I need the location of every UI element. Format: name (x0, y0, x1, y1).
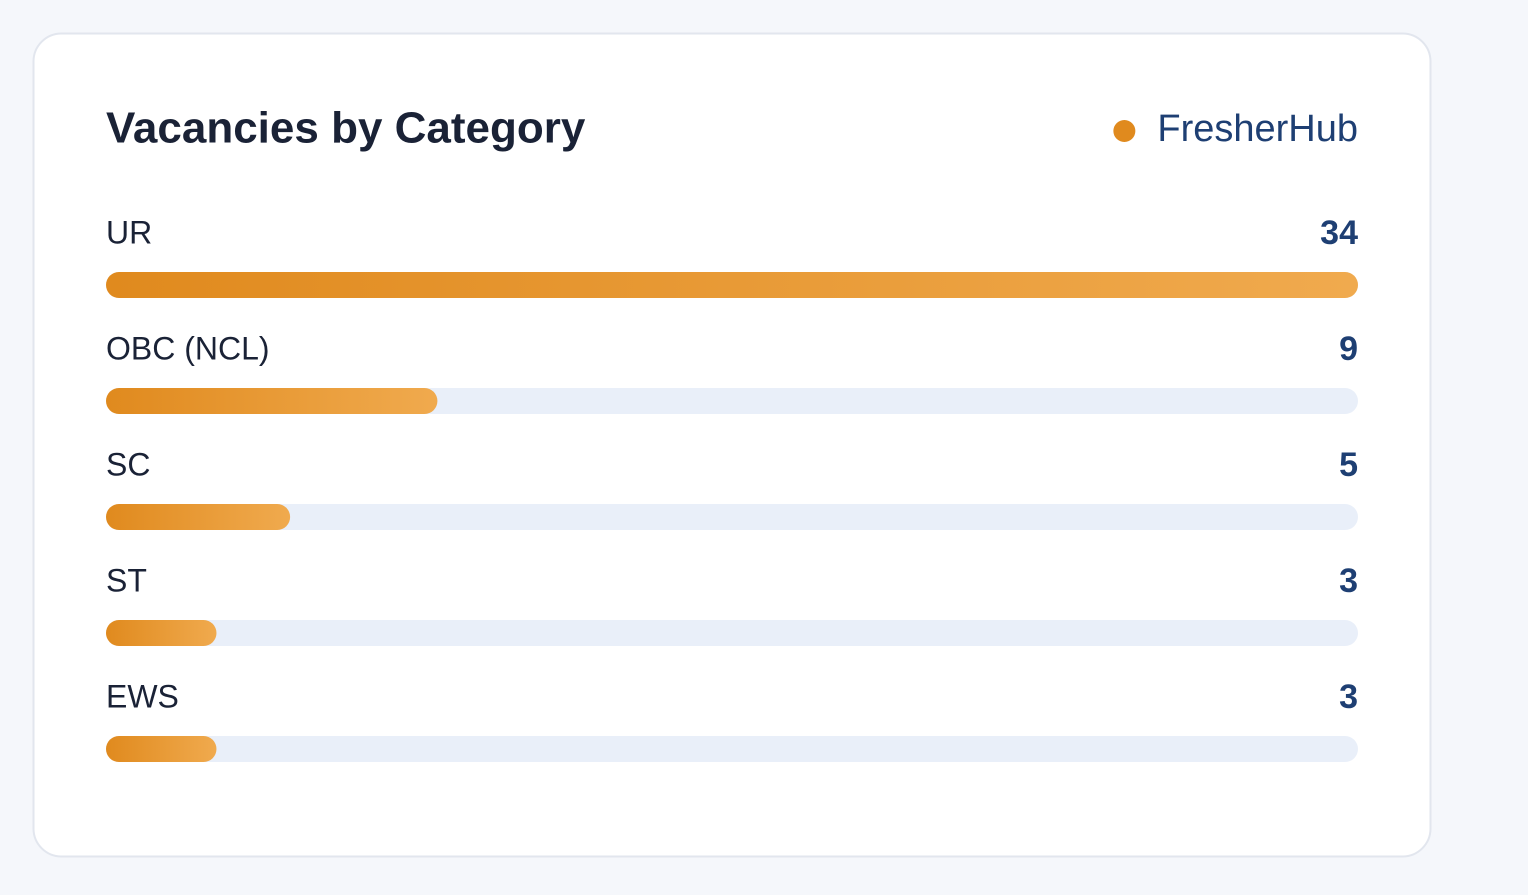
card (32, 32, 1432, 858)
category-label: SC (106, 446, 150, 482)
value-label: 34 (1320, 214, 1358, 252)
value-label: 9 (1339, 330, 1358, 368)
value-label: 5 (1339, 446, 1358, 484)
legend-marker (1113, 120, 1136, 142)
bar-track (106, 736, 1358, 762)
bar (106, 620, 217, 646)
category-label: ST (106, 562, 147, 598)
bar (106, 272, 1358, 298)
value-label: 3 (1339, 562, 1358, 600)
bar-track (106, 620, 1358, 646)
bar-track (106, 504, 1358, 530)
bar (106, 736, 217, 762)
bar (106, 504, 291, 530)
chart-title: Vacancies by Category (106, 104, 586, 153)
value-label: 3 (1339, 678, 1358, 716)
legend-label: FresherHub (1157, 108, 1358, 150)
category-label: EWS (106, 678, 179, 714)
category-label: OBC (NCL) (106, 330, 270, 366)
bar (106, 388, 438, 414)
category-label: UR (106, 214, 152, 250)
